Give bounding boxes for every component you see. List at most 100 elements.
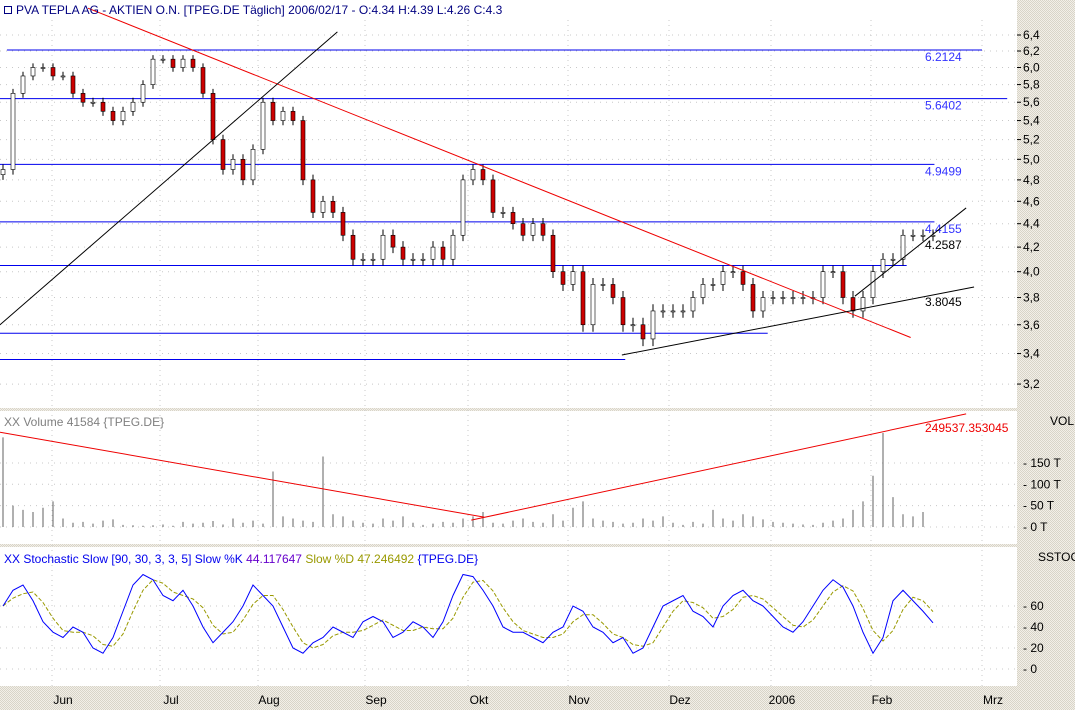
price-axis-background [1017,0,1075,710]
candle-body [370,258,376,261]
candle-body [70,75,76,94]
candle-body [180,58,186,68]
candle-body [60,75,66,78]
candle-body [120,111,126,121]
volume-trendline [471,413,967,521]
trendline [854,207,967,297]
candle-body [920,234,926,237]
candle-body [750,284,756,312]
date-tick-label: Mrz [983,693,1003,707]
date-tick-label: 2006 [769,693,796,707]
candle-body [560,271,566,285]
candle-body [390,234,396,248]
candle-body [260,101,266,150]
candle-body [0,169,6,175]
price-tick-label: 4,8 [1023,173,1040,187]
candle-body [20,75,26,94]
volume-tick-label: - 150 T [1023,456,1061,470]
stoch-d-value: 47.246492 [357,552,415,566]
price-tick-label: 3,2 [1023,377,1040,391]
price-tick-label: 4,6 [1023,194,1040,208]
price-tick-label: 5,2 [1023,133,1040,147]
candle-body [530,223,536,236]
candle-body [900,234,906,260]
price-tick-label: 3,8 [1023,291,1040,305]
candle-body [860,297,866,312]
candle-body [660,310,666,313]
candle-body [30,67,36,77]
candle-body [90,101,96,104]
candle-body [330,201,336,213]
volume-axis-title: VOL [1050,414,1074,428]
candle-body [320,201,326,213]
candle-body [170,58,176,68]
candle-body [110,111,116,121]
candle-body [140,84,146,103]
candle-body [570,271,576,285]
candle-body [630,324,636,327]
candle-body [710,284,716,286]
candle-body [310,179,316,213]
date-tick-label: Jul [163,693,178,707]
level-label: 5.6402 [925,99,962,113]
candle-body [280,111,286,121]
level-label: 4.9499 [925,164,962,178]
candle-body [200,67,206,94]
candle-body [470,169,476,181]
candle-body [500,212,506,214]
price-tick-label: 4,2 [1023,240,1040,254]
date-tick-label: Sep [365,693,387,707]
volume-tick-label: - 50 T [1023,499,1055,513]
price-tick-label: 4,0 [1023,265,1040,279]
stochastic-header: XX Stochastic Slow [90, 30, 3, 3, 5] Slo… [4,552,478,566]
candle-body [360,258,366,261]
volume-trendline [0,431,485,518]
candle-body [870,271,876,298]
candle-body [480,169,486,181]
candle-body [540,223,546,236]
chart-title: PVA TEPLA AG - AKTIEN O.N. [TPEG.DE Tägl… [16,3,503,17]
candle-body [800,297,806,299]
stoch-suffix: {TPEG.DE} [417,552,479,566]
candle-body [780,297,786,299]
panel-divider [0,408,1017,411]
candle-body [210,93,216,140]
stoch-tick-label: - 60 [1023,599,1044,613]
date-tick-label: Feb [872,693,893,707]
square-marker-icon[interactable] [4,6,12,14]
candle-body [600,284,606,286]
candle-body [50,67,56,77]
price-tick-label: 6,0 [1023,61,1040,75]
price-tick-label: 4,4 [1023,217,1040,231]
candle-body [350,234,356,260]
volume-header: XX Volume 41584 {TPEG.DE} [4,415,165,429]
candle-body [670,310,676,313]
candle-body [450,234,456,260]
candle-body [160,58,166,61]
date-tick-label: Aug [258,693,279,707]
stoch-tick-label: - 40 [1023,620,1044,634]
candle-body [820,271,826,298]
price-tick-label: 3,4 [1023,347,1040,361]
candle-body [830,271,836,273]
price-tick-label: 6,4 [1023,28,1040,42]
price-tick-label: 5,4 [1023,114,1040,128]
candle-body [640,324,646,340]
candle-body [700,284,706,298]
candle-body [300,120,306,181]
stoch-k-line [2,573,934,655]
candle-body [410,258,416,261]
candle-body [440,246,446,260]
candle-body [150,58,156,85]
candle-body [460,179,466,236]
price-tick-label: 5,6 [1023,95,1040,109]
candle-body [770,297,776,299]
volume-tick-label: - 100 T [1023,477,1061,491]
stoch-tick-label: - 20 [1023,641,1044,655]
candle-body [430,246,436,260]
date-axis-background [0,686,1017,710]
candle-body [240,159,246,181]
candle-body [380,234,386,260]
